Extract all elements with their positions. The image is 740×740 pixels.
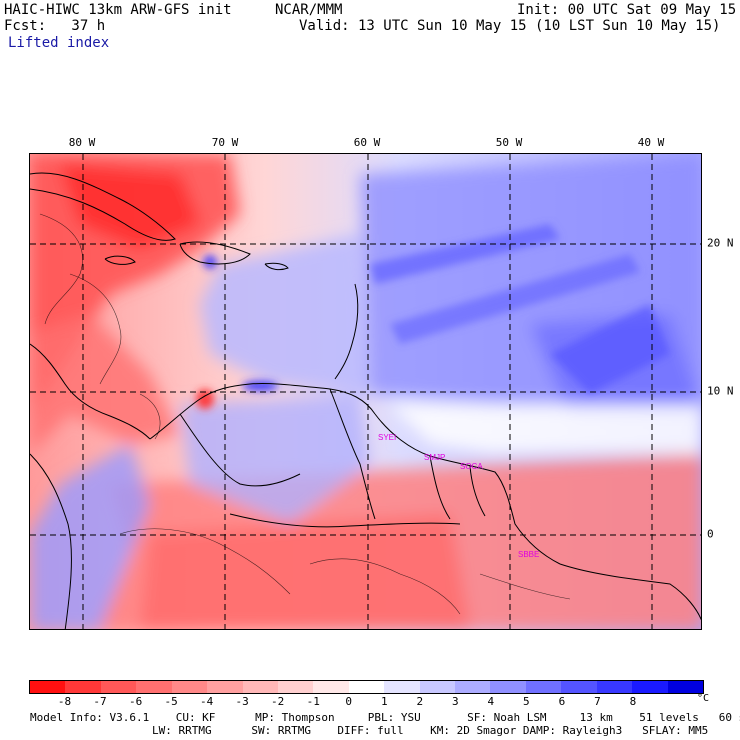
lon-label-50w: 50 W bbox=[495, 136, 523, 149]
border-guianas bbox=[429, 455, 486, 520]
border-brazil bbox=[229, 513, 461, 528]
colorbar-swatch bbox=[632, 681, 668, 693]
colorbar-tick-label: -6 bbox=[128, 695, 143, 708]
lat-lon-grid bbox=[30, 154, 701, 629]
colorbar-tick-label: -4 bbox=[200, 695, 214, 708]
colorbar-swatch bbox=[667, 681, 704, 693]
station-label-soca: SOCA bbox=[460, 462, 483, 471]
coastline-central-america bbox=[30, 343, 151, 440]
model-title: HAIC-HIWC 13km ARW-GFS init bbox=[4, 2, 232, 18]
station-label-syei: SYEI bbox=[378, 433, 396, 442]
coastline-jamaica bbox=[104, 255, 136, 265]
border-venezuela-guyana bbox=[329, 388, 376, 520]
colorbar-swatch bbox=[525, 681, 562, 693]
colorbar-swatch bbox=[313, 681, 349, 693]
colorbar-tick-label: -1 bbox=[306, 695, 320, 708]
station-label-smjp: SMJP bbox=[424, 453, 445, 462]
coastline-puerto-rico bbox=[264, 262, 289, 271]
colorbar-swatch bbox=[455, 681, 491, 693]
colorbar-tick-label: -5 bbox=[164, 695, 178, 708]
colorbar bbox=[29, 680, 704, 694]
valid-time: Valid: 13 UTC Sun 10 May 15 (10 LST Sun … bbox=[299, 18, 721, 34]
colorbar-swatch bbox=[171, 681, 208, 693]
border-colombia-venezuela bbox=[179, 413, 301, 487]
colorbar-tick-label: 1 bbox=[380, 695, 388, 708]
lon-label-80w: 80 W bbox=[68, 136, 96, 149]
coastline-hispaniola bbox=[179, 241, 251, 265]
colorbar-tick-label: -7 bbox=[93, 695, 107, 708]
colorbar-swatch bbox=[242, 681, 278, 693]
forecast-hour: Fcst: 37 h bbox=[4, 18, 106, 34]
lon-label-70w: 70 W bbox=[211, 136, 239, 149]
unstable-region-central-america bbox=[30, 314, 180, 454]
model-info-line2: LW: RRTMG SW: RRTMG DIFF: full KM: 2D Sm… bbox=[152, 724, 709, 737]
colorbar-tick-label: 5 bbox=[523, 695, 530, 708]
colorbar-swatch bbox=[100, 681, 137, 693]
li-contours bbox=[39, 213, 571, 615]
colorbar-tick-label: -3 bbox=[235, 695, 249, 708]
colorbar-swatch bbox=[348, 681, 385, 693]
colorbar-swatch bbox=[561, 681, 597, 693]
colorbar-tick-label: 6 bbox=[558, 695, 566, 708]
lesser-antilles bbox=[334, 283, 359, 380]
colorbar-swatch bbox=[596, 681, 633, 693]
colorbar-swatch bbox=[419, 681, 456, 693]
itcz-band bbox=[390, 404, 701, 454]
lat-label-10n: 10 N bbox=[707, 384, 734, 398]
stable-core-venezuela bbox=[242, 381, 278, 391]
stable-streak-1 bbox=[370, 224, 560, 284]
colorbar-swatch bbox=[490, 681, 526, 693]
field-name: Lifted index bbox=[8, 35, 110, 51]
lifted-index-map: SYEI SMJP SOCA SBBE bbox=[29, 153, 702, 630]
coastline-cuba bbox=[30, 172, 176, 241]
colorbar-unit: °C bbox=[697, 693, 710, 704]
init-time: Init: 00 UTC Sat 09 May 15 bbox=[517, 2, 737, 18]
colorbar-swatch bbox=[277, 681, 314, 693]
stable-core-hispaniola bbox=[203, 255, 217, 269]
colorbar-tick-label: -2 bbox=[271, 695, 285, 708]
station-label-sbbe: SBBE bbox=[518, 550, 539, 559]
unstable-region-cuba bbox=[60, 164, 200, 249]
colorbar-swatch bbox=[207, 681, 243, 693]
lat-label-equator: 0 bbox=[707, 527, 714, 541]
lat-label-20n: 20 N bbox=[707, 236, 734, 250]
stable-streak-3 bbox=[550, 304, 670, 394]
stable-region-andes bbox=[30, 444, 150, 629]
colorbar-tick-label: 2 bbox=[416, 695, 424, 708]
stable-region-caribbean bbox=[200, 234, 370, 394]
colorbar-tick-label: 8 bbox=[629, 695, 637, 708]
stable-streak-2 bbox=[390, 254, 640, 344]
colorbar-swatch bbox=[30, 681, 66, 693]
colorbar-tick-label: 0 bbox=[345, 695, 353, 708]
unstable-region-amazon bbox=[140, 514, 470, 629]
colorbar-tick-label: 3 bbox=[452, 695, 459, 708]
coastline-brazil-ne bbox=[559, 563, 701, 621]
colorbar-swatch bbox=[65, 681, 101, 693]
model-info-line1: Model Info: V3.6.1 CU: KF MP: Thompson P… bbox=[30, 711, 740, 724]
stable-region-llanos bbox=[180, 394, 370, 524]
colorbar-swatch bbox=[136, 681, 172, 693]
colorbar-tick-label: 4 bbox=[487, 695, 495, 708]
lon-label-60w: 60 W bbox=[353, 136, 381, 149]
coastline-pacific bbox=[30, 453, 72, 629]
org-label: NCAR/MMM bbox=[275, 2, 343, 18]
colorbar-tick-label: 7 bbox=[594, 695, 601, 708]
lon-label-40w: 40 W bbox=[637, 136, 665, 149]
colorbar-tick-label: -8 bbox=[57, 695, 72, 708]
colorbar-swatch bbox=[384, 681, 420, 693]
